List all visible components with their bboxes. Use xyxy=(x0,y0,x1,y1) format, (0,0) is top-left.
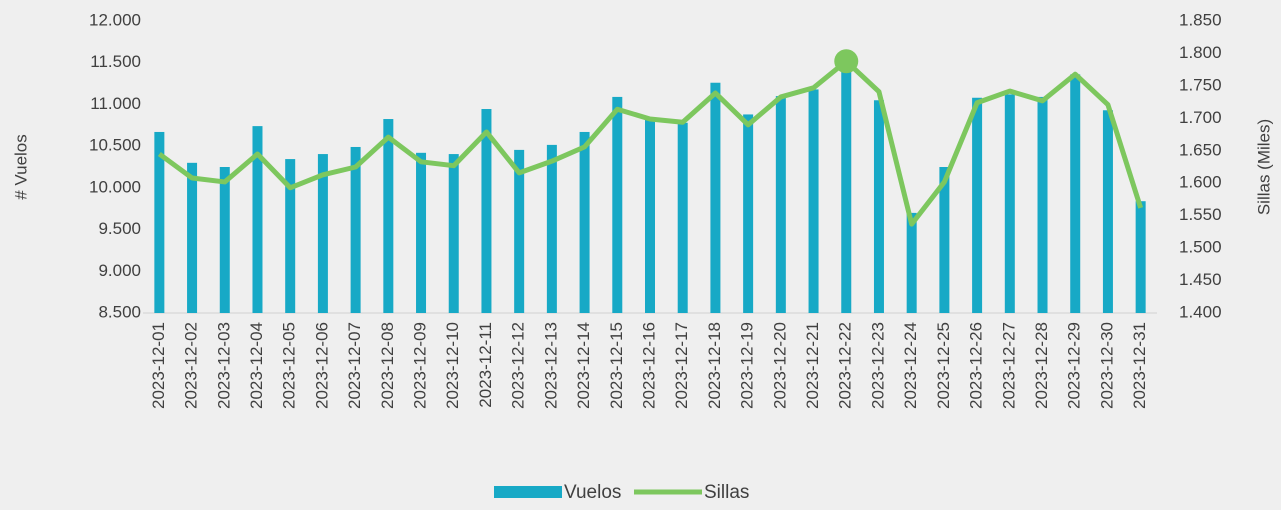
bar xyxy=(546,144,557,313)
legend-label: Sillas xyxy=(704,482,749,503)
bar xyxy=(579,131,590,313)
bar xyxy=(677,122,688,313)
bar xyxy=(1135,201,1146,313)
bar xyxy=(710,82,721,313)
legend-swatch xyxy=(494,486,562,498)
bar xyxy=(972,97,983,313)
bar xyxy=(448,154,459,313)
x-tick-label: 2023-12-27 xyxy=(999,322,1018,409)
x-tick-label: 2023-12-09 xyxy=(411,322,430,409)
bar xyxy=(285,159,296,313)
x-tick-label: 2023-12-20 xyxy=(770,322,789,409)
legend-label: Vuelos xyxy=(564,482,621,503)
x-tick-label: 2023-12-23 xyxy=(868,322,887,409)
bar xyxy=(187,162,198,313)
bar xyxy=(219,167,230,313)
bar xyxy=(939,167,950,313)
bar xyxy=(775,96,786,313)
x-tick-label: 2023-12-14 xyxy=(574,322,593,409)
y2-tick-label: 1.550 xyxy=(1179,205,1222,224)
bar xyxy=(350,146,361,313)
y2-tick-label: 1.400 xyxy=(1179,302,1222,321)
y2-tick-label: 1.600 xyxy=(1179,173,1222,192)
x-tick-label: 2023-12-22 xyxy=(836,322,855,409)
y-axis-label: # Vuelos xyxy=(11,134,30,200)
x-tick-label: 2023-12-25 xyxy=(934,322,953,409)
x-tick-label: 2023-12-12 xyxy=(509,322,528,409)
x-tick-label: 2023-12-28 xyxy=(1032,322,1051,409)
x-tick-label: 2023-12-26 xyxy=(967,322,986,409)
bar xyxy=(1070,74,1081,313)
y-tick-label: 10.000 xyxy=(89,177,141,196)
x-tick-label: 2023-12-06 xyxy=(312,322,331,409)
bar xyxy=(645,117,655,313)
bar xyxy=(906,212,917,313)
bar xyxy=(416,152,427,313)
x-tick-label: 2023-12-10 xyxy=(443,322,462,409)
y-tick-label: 10.500 xyxy=(89,136,141,155)
x-tick-label: 2023-12-07 xyxy=(345,322,364,409)
x-tick-label: 2023-12-02 xyxy=(182,322,201,409)
y2-tick-label: 1.700 xyxy=(1179,108,1222,127)
bar xyxy=(873,100,884,313)
y2-tick-label: 1.450 xyxy=(1179,270,1222,289)
y-tick-label: 11.500 xyxy=(90,52,141,71)
x-tick-label: 2023-12-16 xyxy=(639,322,658,409)
x-tick-label: 2023-12-11 xyxy=(476,322,495,408)
y2-tick-label: 1.800 xyxy=(1179,43,1222,62)
y-tick-label: 8.500 xyxy=(98,302,141,321)
x-tick-label: 2023-12-13 xyxy=(541,322,560,409)
y2-tick-label: 1.500 xyxy=(1179,238,1222,257)
x-tick-label: 2023-12-24 xyxy=(901,322,920,409)
bar xyxy=(1004,94,1015,313)
y-tick-label: 9.000 xyxy=(98,261,141,280)
x-tick-label: 2023-12-31 xyxy=(1130,322,1149,409)
x-tick-label: 2023-12-30 xyxy=(1097,322,1116,409)
x-tick-label: 2023-12-17 xyxy=(672,322,691,409)
x-tick-label: 2023-12-29 xyxy=(1065,322,1084,409)
bar xyxy=(252,126,263,314)
bar xyxy=(1037,96,1048,313)
y-tick-label: 9.500 xyxy=(98,219,141,238)
x-tick-label: 2023-12-04 xyxy=(247,322,266,409)
line xyxy=(157,58,1144,227)
bar xyxy=(317,154,328,313)
x-tick-label: 2023-12-01 xyxy=(149,322,168,409)
y-tick-label: 12.000 xyxy=(89,10,141,29)
x-tick-label: 2023-12-21 xyxy=(803,322,822,409)
bar xyxy=(154,131,165,313)
y2-tick-label: 1.750 xyxy=(1179,75,1222,94)
bar xyxy=(1102,110,1113,313)
bar xyxy=(743,114,754,313)
x-tick-label: 2023-12-19 xyxy=(738,322,757,409)
y2-tick-label: 1.850 xyxy=(1179,10,1222,29)
x-tick-label: 2023-12-03 xyxy=(214,322,233,409)
x-tick-label: 2023-12-15 xyxy=(607,322,626,409)
bar xyxy=(841,68,852,313)
y2-axis-label: Sillas (Miles) xyxy=(1254,119,1273,215)
bar xyxy=(808,89,819,313)
bar xyxy=(612,96,623,313)
bar xyxy=(481,109,492,313)
x-tick-label: 2023-12-08 xyxy=(378,322,397,409)
y-tick-label: 11.000 xyxy=(90,94,141,113)
x-tick-label: 2023-12-05 xyxy=(280,322,299,409)
bar xyxy=(383,119,394,314)
y2-tick-label: 1.650 xyxy=(1179,140,1222,159)
bar xyxy=(514,149,525,313)
x-tick-label: 2023-12-18 xyxy=(705,322,724,409)
marker xyxy=(834,49,859,74)
